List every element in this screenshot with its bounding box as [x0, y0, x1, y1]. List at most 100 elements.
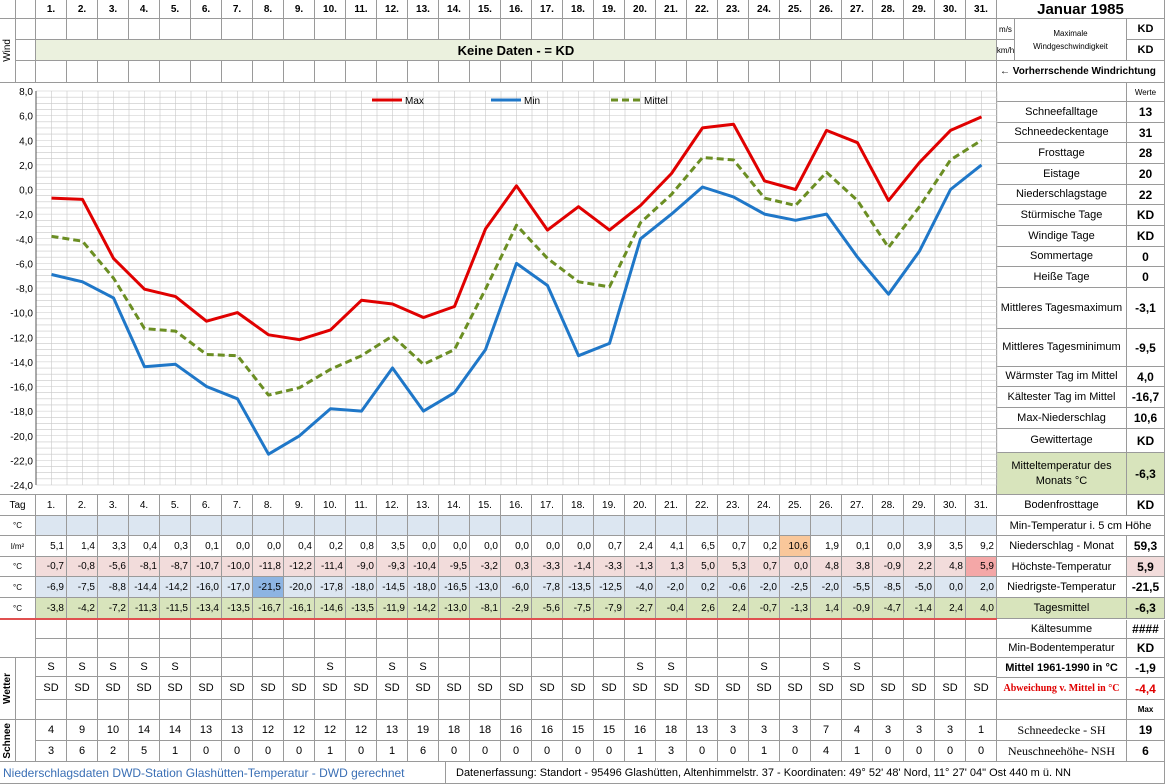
max-cell: -12,2	[284, 557, 315, 577]
day-header: 5.	[160, 0, 191, 19]
spacer-cell	[842, 620, 873, 639]
stat-label: Wärmster Tag im Mittel	[997, 367, 1127, 387]
wetter-sd-cell: SD	[873, 677, 904, 700]
mittel-cell: -13,4	[191, 598, 222, 619]
nsh-cell: 1	[160, 741, 191, 762]
stat-label: Bodenfrosttage	[997, 495, 1127, 516]
wetter-s-cell: S	[160, 658, 191, 677]
sh-cell: 4	[36, 720, 67, 741]
spacer-cell	[253, 620, 284, 639]
nsh-cell: 6	[67, 741, 98, 762]
wind-cell	[160, 19, 191, 40]
stat-value: KD	[1127, 429, 1165, 453]
spacer-cell	[904, 620, 935, 639]
wetter-empty-cell	[408, 700, 439, 720]
min-cell: -21,5	[253, 577, 284, 598]
min-5cm-cell	[36, 516, 67, 536]
spacer-cell	[501, 639, 532, 658]
spacer-cell	[873, 639, 904, 658]
wetter-sd-cell: SD	[687, 677, 718, 700]
spacer-cell	[129, 620, 160, 639]
spacer-cell	[408, 620, 439, 639]
stat-value: 0	[1127, 267, 1165, 288]
min-5cm-cell	[222, 516, 253, 536]
spacer-cell	[67, 620, 98, 639]
max-cell: 0,7	[749, 557, 780, 577]
sh-cell: 12	[284, 720, 315, 741]
wetter-s-cell	[222, 658, 253, 677]
day-header: 17.	[532, 0, 563, 19]
nsh-cell: 0	[904, 741, 935, 762]
wind-cell	[749, 61, 780, 83]
nsh-cell: 0	[532, 741, 563, 762]
day-header: 28.	[873, 0, 904, 19]
max-cell: -8,7	[160, 557, 191, 577]
spacer-cell	[377, 620, 408, 639]
spacer-cell	[284, 639, 315, 658]
day-header: 19.	[594, 495, 625, 516]
stat-value: 4,0	[1127, 367, 1165, 387]
wetter-sd-cell: SD	[935, 677, 966, 700]
nsh-cell: 1	[315, 741, 346, 762]
niederschlag-cell: 0,0	[222, 536, 253, 557]
day-header: 9.	[284, 495, 315, 516]
nsh-cell: 0	[935, 741, 966, 762]
wetter-empty-cell	[842, 700, 873, 720]
unit-cell: l/m²	[0, 536, 36, 557]
nsh-cell: 0	[191, 741, 222, 762]
wetter-s-cell	[718, 658, 749, 677]
wetter-empty-cell	[284, 700, 315, 720]
niederschlag-cell: 9,2	[966, 536, 997, 557]
spacer-cell	[687, 620, 718, 639]
min-cell: -16,0	[191, 577, 222, 598]
wetter-s-cell: S	[625, 658, 656, 677]
wetter-s-cell: S	[129, 658, 160, 677]
mittel-cell: -16,7	[253, 598, 284, 619]
wind-cell	[129, 19, 160, 40]
schnee-gutter	[16, 720, 36, 762]
wetter-empty-cell	[315, 700, 346, 720]
sh-cell: 15	[594, 720, 625, 741]
stat-label: Schneefalltage	[997, 102, 1127, 123]
mittel-cell: -14,2	[408, 598, 439, 619]
sh-cell: 16	[501, 720, 532, 741]
wetter-s-cell: S	[749, 658, 780, 677]
niederschlag-cell: 0,0	[563, 536, 594, 557]
max-cell: 5,9	[966, 557, 997, 577]
wind-cell	[625, 19, 656, 40]
day-header: 16.	[501, 495, 532, 516]
wind-cell	[594, 19, 625, 40]
nsh-cell: 0	[253, 741, 284, 762]
wetter-s-cell: S	[656, 658, 687, 677]
wind-cell	[687, 19, 718, 40]
min-cell: -18,0	[408, 577, 439, 598]
spacer-cell	[780, 639, 811, 658]
wetter-empty-cell	[501, 700, 532, 720]
nsh-cell: 0	[718, 741, 749, 762]
min-5cm-cell	[594, 516, 625, 536]
min-cell: -13,5	[563, 577, 594, 598]
day-header: 24.	[749, 495, 780, 516]
sh-cell: 18	[656, 720, 687, 741]
wind-cell	[532, 61, 563, 83]
stat-value: 10,6	[1127, 408, 1165, 429]
stat-value: -16,7	[1127, 387, 1165, 408]
max-cell: -10,0	[222, 557, 253, 577]
min-cell: -16,5	[439, 577, 470, 598]
min-5cm-cell	[439, 516, 470, 536]
wetter-sd-cell: SD	[67, 677, 98, 700]
mittel-cell: -5,6	[532, 598, 563, 619]
min-5cm-cell	[532, 516, 563, 536]
spacer-cell	[966, 620, 997, 639]
niederschlag-cell: 0,4	[284, 536, 315, 557]
sh-cell: 15	[563, 720, 594, 741]
wetter-empty-cell	[346, 700, 377, 720]
max-cell: 2,2	[904, 557, 935, 577]
day-header: 18.	[563, 495, 594, 516]
wind-cell	[439, 61, 470, 83]
mittel-label: Tagesmittel	[997, 598, 1127, 619]
min-5cm-cell	[501, 516, 532, 536]
nsh-cell: 3	[36, 741, 67, 762]
niederschlag-cell: 0,3	[160, 536, 191, 557]
wetter-sd-cell: SD	[129, 677, 160, 700]
